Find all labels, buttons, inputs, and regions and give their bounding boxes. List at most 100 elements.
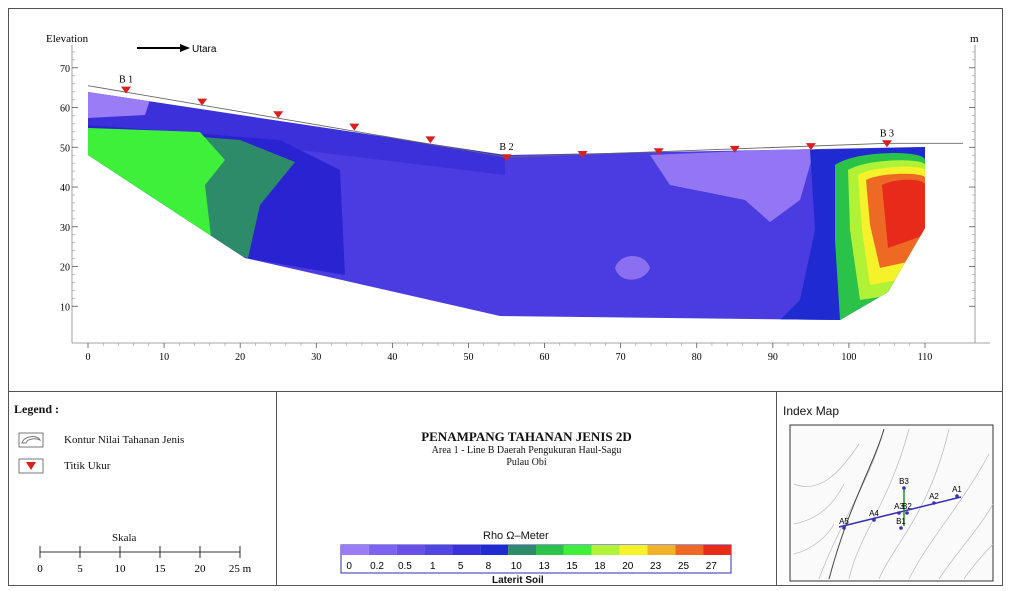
x-tick-label: 20 (235, 352, 245, 363)
x-tick-label: 60 (540, 352, 550, 363)
colorbar: 0 0.2 0.5 1 5 8 10 13 15 18 20 23 25 27 (340, 544, 732, 574)
map-point (872, 518, 876, 522)
colorbar-tick-label: 0.2 (370, 561, 384, 572)
measure-point-label: B 1 (119, 75, 133, 86)
map-point-label: B3 (899, 477, 909, 486)
topography-line (87, 85, 964, 158)
colorbar-tick-label: 1 (430, 561, 436, 572)
colorbar-cell (591, 545, 620, 555)
scale-tick-label: 25 m (229, 563, 252, 575)
measure-point-marker (273, 111, 284, 119)
model-bright-green (88, 128, 225, 245)
colorbar-cell (508, 545, 536, 555)
colorbar-tick-label: 0.5 (398, 561, 412, 572)
scale-title: Skala (112, 532, 137, 544)
model-low-rho-pocket (615, 256, 650, 280)
colorbar-cell (536, 545, 564, 555)
colorbar-tick-label: 10 (511, 561, 523, 572)
y-tick-label: 50 (60, 143, 70, 154)
measure-point-marker (805, 143, 816, 151)
measure-point-icon (18, 458, 44, 474)
map-point (932, 501, 936, 505)
model-low-rho-b3 (650, 148, 815, 222)
measure-points: B 1 B 2 B 3 (119, 75, 894, 162)
measure-point-marker (197, 98, 208, 106)
colorbar-tick-label: 8 (486, 561, 492, 572)
map-point-label: A4 (869, 509, 879, 518)
x-tick-label: 70 (616, 352, 626, 363)
measure-point-marker (501, 154, 512, 162)
colorbar-tick-label: 25 (678, 561, 690, 572)
y-axis-right-label: m (970, 33, 979, 45)
title-panel: PENAMPANG TAHANAN JENIS 2D Area 1 - Line… (277, 391, 776, 586)
map-point-label: A3 (894, 502, 904, 511)
measure-point-marker (653, 148, 664, 156)
map-point (902, 486, 906, 490)
scale-tick-label: 10 (115, 563, 127, 575)
colorbar-title: Rho Ω–Meter (483, 530, 549, 542)
colorbar-tick-label: 13 (539, 561, 551, 572)
map-point-label: B1 (896, 517, 906, 526)
y-tick-label: 20 (60, 263, 70, 274)
scale-bar: 0 5 10 15 20 25 m (37, 546, 252, 575)
model-right-red (882, 179, 925, 248)
map-boundary (828, 428, 885, 580)
colorbar-cell (396, 545, 425, 555)
map-contours (793, 428, 994, 580)
map-point (955, 494, 959, 498)
map-point (899, 526, 903, 530)
measure-point-label: B 3 (880, 128, 894, 139)
contour-icon (18, 432, 44, 448)
colorbar-tick-label: 27 (706, 561, 718, 572)
measure-point-marker (121, 86, 132, 94)
measure-point-marker (577, 151, 588, 159)
scale-tick-label: 0 (37, 563, 43, 575)
map-point-label: B2 (902, 502, 912, 511)
model-low-rho-b1 (88, 92, 150, 118)
map-point-label: A1 (952, 485, 962, 494)
north-arrow: Utara (137, 44, 217, 55)
colorbar-cell (452, 545, 481, 555)
measure-point-marker (881, 140, 892, 148)
map-point (842, 526, 846, 530)
legend-title: Legend : (14, 402, 59, 416)
legend-panel: Legend : Kontur Nilai Tahanan Jenis Titi… (8, 391, 277, 586)
legend-point-row: Titik Ukur (18, 458, 110, 474)
x-tick-label: 80 (692, 352, 702, 363)
colorbar-tick-label: 15 (566, 561, 578, 572)
x-tick-label: 30 (311, 352, 321, 363)
scale-tick-label: 20 (195, 563, 207, 575)
y-tick-label: 40 (60, 183, 70, 194)
colorbar-cell (424, 545, 453, 555)
x-tick-label: 100 (841, 352, 856, 363)
x-axis-ticks: 0 10 20 30 40 50 60 70 80 90 100 110 (86, 343, 933, 363)
colorbar-cell (368, 545, 397, 555)
colorbar-tick-label: 23 (650, 561, 662, 572)
colorbar-cell (480, 545, 509, 555)
figure-frame (8, 8, 1003, 586)
x-tick-label: 110 (918, 352, 933, 363)
section-title: PENAMPANG TAHANAN JENIS 2D (421, 429, 632, 444)
legend-contour-row: Kontur Nilai Tahanan Jenis (18, 432, 184, 448)
y-tick-label: 10 (60, 302, 70, 313)
index-map-title: Index Map (783, 404, 840, 418)
x-tick-label: 90 (768, 352, 778, 363)
measure-point-label: B 2 (499, 142, 513, 153)
colorbar-cell (341, 545, 369, 555)
map-point-label: A2 (929, 492, 939, 501)
measure-point-marker (349, 123, 360, 131)
measure-point-marker (425, 136, 436, 144)
colorbar-tick-label: 20 (622, 561, 634, 572)
model-upper-band (88, 92, 505, 175)
scale-tick-label: 15 (155, 563, 167, 575)
colorbar-tick-label: 0 (346, 561, 352, 572)
section-subtitle-2: Pulau Obi (506, 457, 547, 468)
north-arrow-head (180, 44, 190, 52)
colorbar-tick-label: 18 (594, 561, 606, 572)
colorbar-cell (563, 545, 592, 555)
legend-point-label: Titik Ukur (64, 460, 111, 472)
y-axis-label: Elevation (46, 33, 89, 45)
colorbar-cell (619, 545, 648, 555)
map-point (897, 511, 901, 515)
